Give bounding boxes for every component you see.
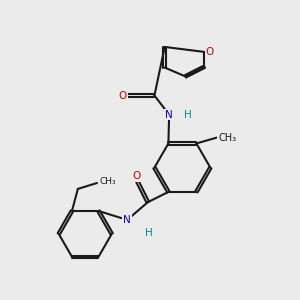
Text: O: O bbox=[132, 171, 140, 181]
Text: N: N bbox=[165, 110, 173, 120]
Text: N: N bbox=[123, 215, 131, 225]
Text: O: O bbox=[118, 91, 127, 100]
Text: O: O bbox=[206, 47, 214, 57]
Text: CH₃: CH₃ bbox=[218, 133, 236, 142]
Text: CH₃: CH₃ bbox=[100, 177, 116, 186]
Text: H: H bbox=[184, 110, 192, 120]
Text: H: H bbox=[146, 228, 153, 238]
